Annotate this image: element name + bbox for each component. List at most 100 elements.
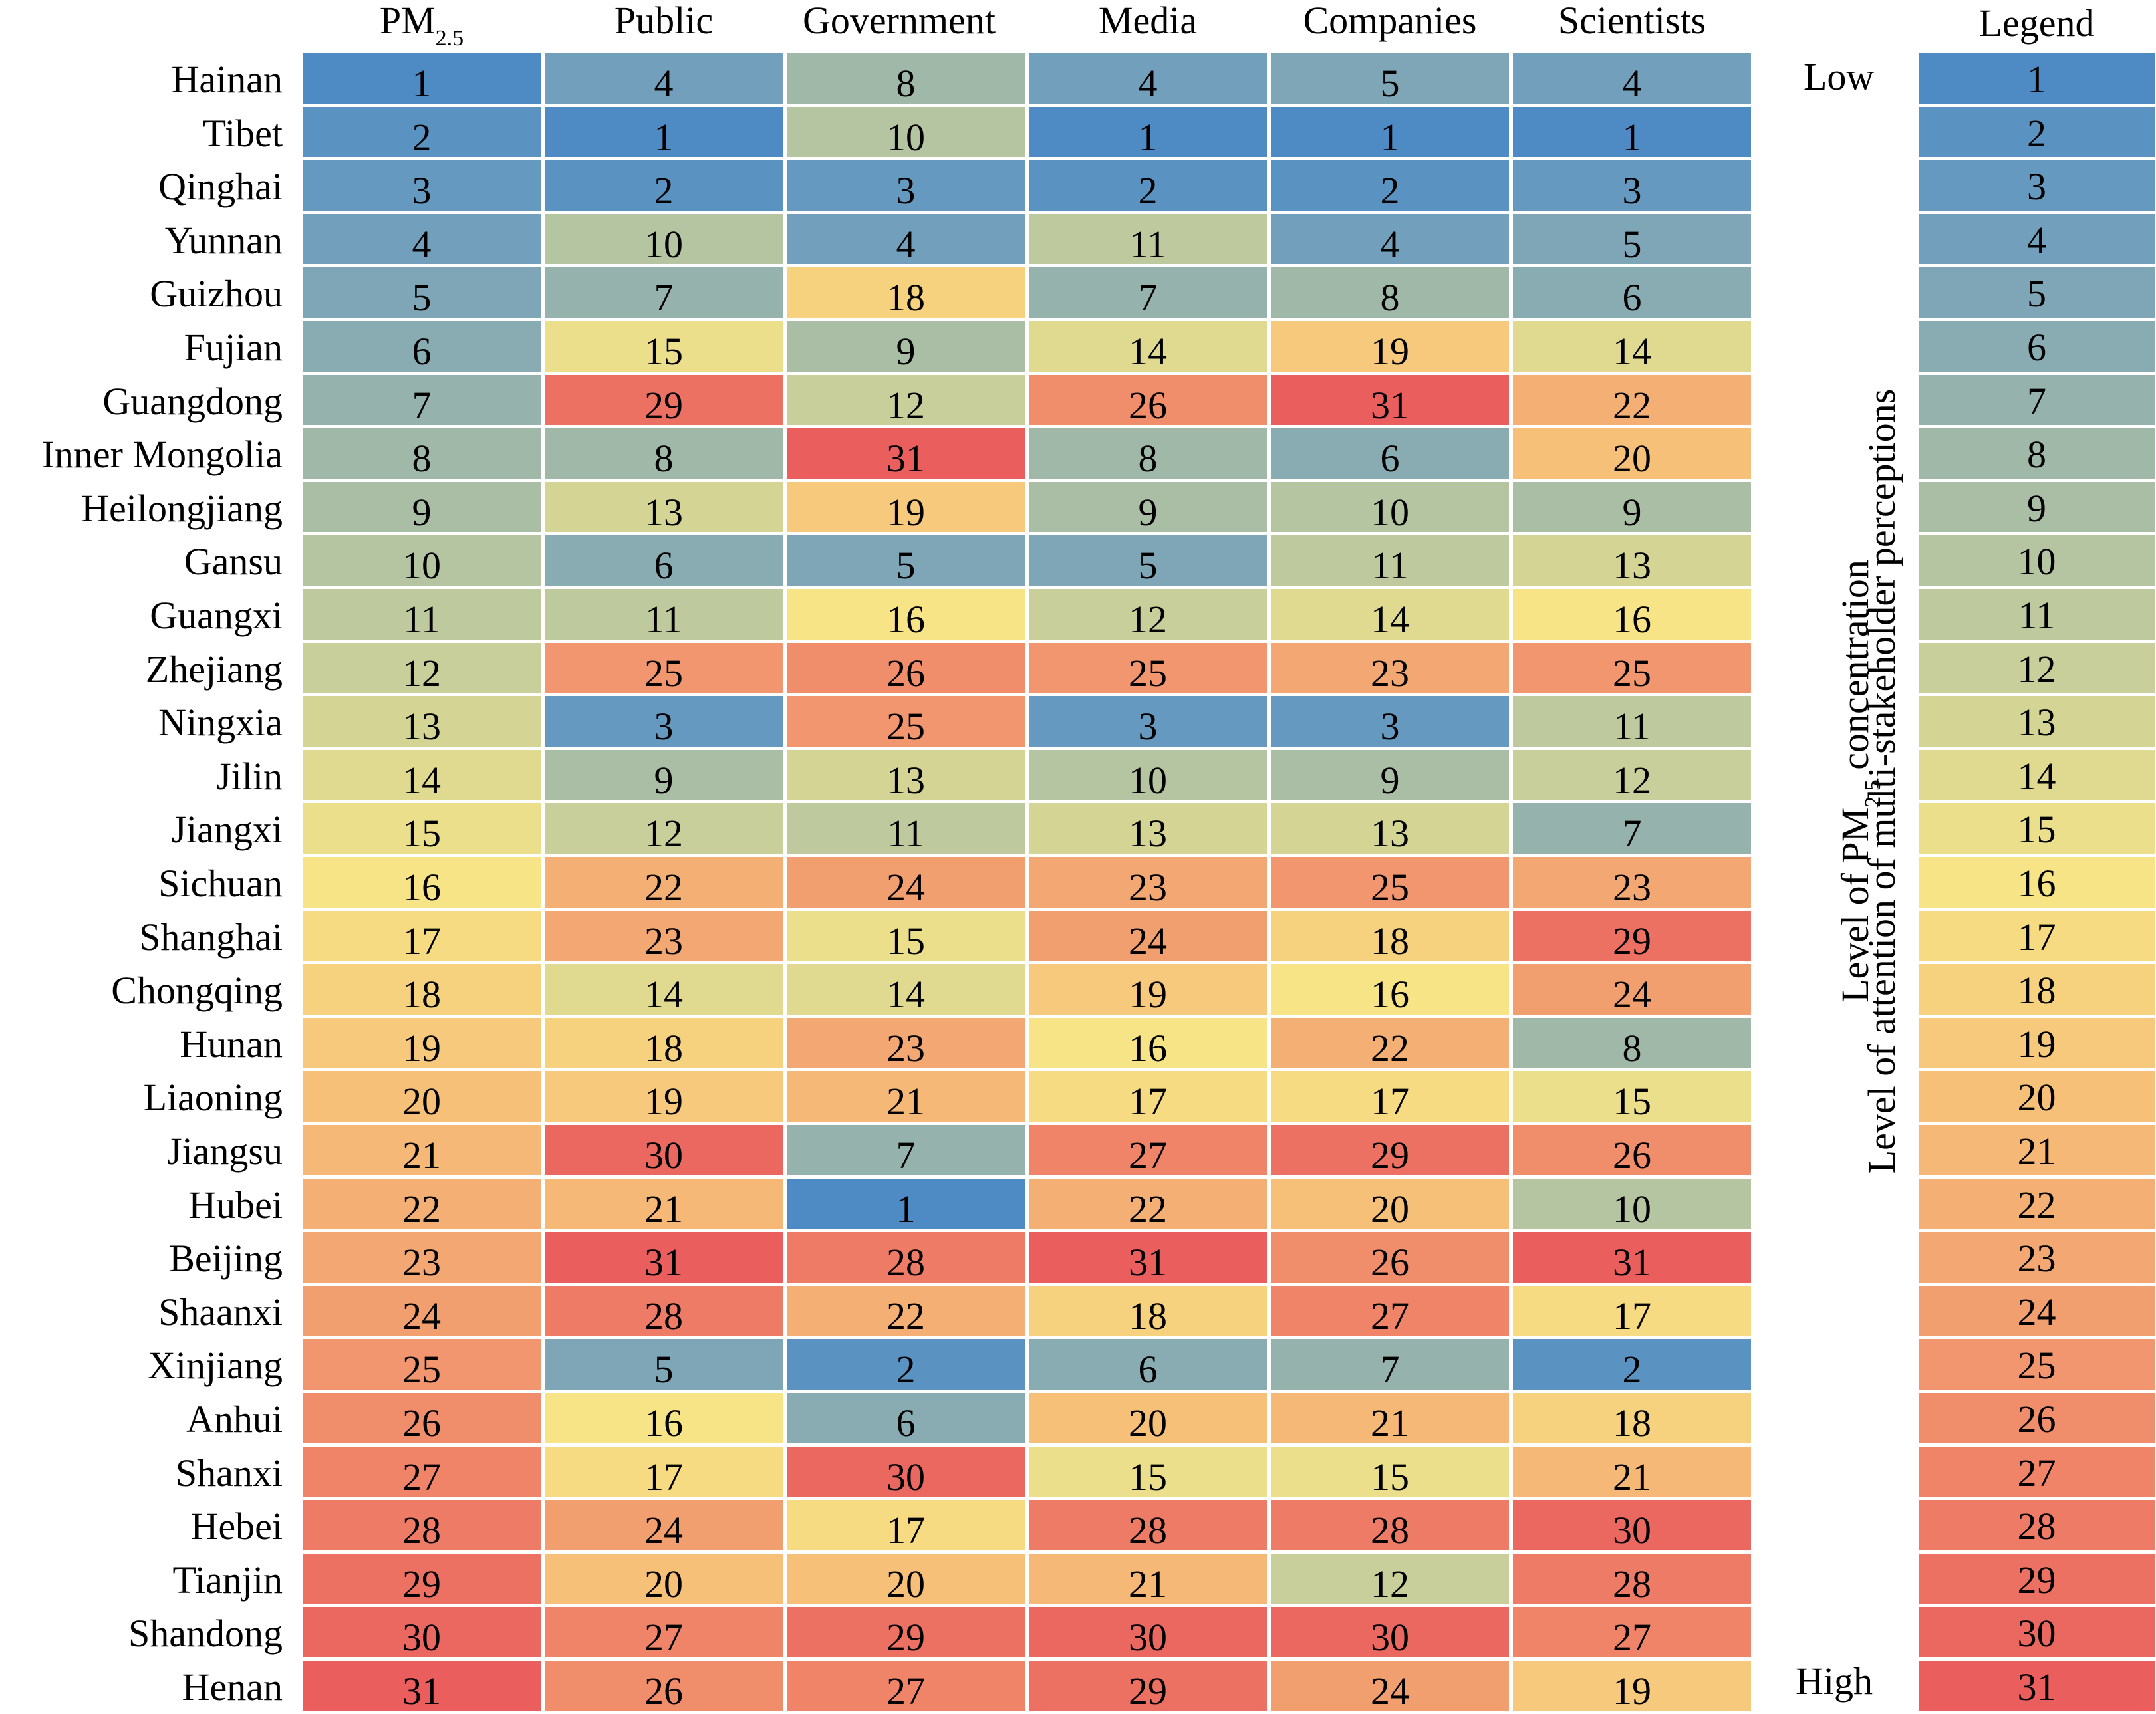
cell-value: 5 bbox=[896, 544, 916, 588]
heatmap-cell: 21 bbox=[1513, 1446, 1751, 1499]
heatmap-cell: 24 bbox=[1029, 910, 1267, 963]
cell-value: 5 bbox=[1138, 544, 1158, 588]
heatmap-cell: 8 bbox=[545, 428, 783, 480]
heatmap-cell: 31 bbox=[1271, 374, 1509, 427]
cell-value: 27 bbox=[1613, 1616, 1651, 1659]
cell-value: 27 bbox=[402, 1455, 441, 1499]
heatmap-cell: 29 bbox=[787, 1607, 1025, 1659]
cell-value: 24 bbox=[644, 1509, 683, 1552]
cell-value: 21 bbox=[644, 1187, 683, 1231]
heatmap-cell: 6 bbox=[545, 535, 783, 587]
cell-value: 3 bbox=[1622, 169, 1642, 213]
heatmap-cell: 29 bbox=[1271, 1125, 1509, 1177]
heatmap-cell: 11 bbox=[1271, 535, 1509, 587]
heatmap-cell: 17 bbox=[1271, 1071, 1509, 1123]
cell-value: 29 bbox=[402, 1562, 441, 1606]
heatmap-cell: 10 bbox=[1271, 481, 1509, 534]
column-header-text: Government bbox=[803, 0, 996, 42]
heatmap-cell: 17 bbox=[303, 910, 541, 963]
cell-value: 6 bbox=[412, 330, 432, 373]
heatmap-cell: 26 bbox=[1513, 1125, 1751, 1177]
heatmap-cell: 15 bbox=[303, 803, 541, 855]
heatmap-cell: 6 bbox=[1029, 1339, 1267, 1391]
row-label: Tianjin bbox=[172, 1558, 283, 1602]
legend-cell: 17 bbox=[1919, 910, 2155, 961]
heatmap-cell: 12 bbox=[545, 803, 783, 856]
cell-value: 3 bbox=[654, 705, 674, 749]
heatmap-cell: 30 bbox=[1271, 1607, 1509, 1659]
heatmap-cell: 14 bbox=[787, 964, 1025, 1017]
column-header-text: Public bbox=[614, 0, 714, 42]
cell-value: 22 bbox=[644, 866, 683, 909]
cell-value: 2 bbox=[412, 115, 432, 159]
heatmap-cell: 16 bbox=[787, 589, 1025, 641]
legend-cell: 16 bbox=[1919, 857, 2155, 908]
heatmap-cell: 31 bbox=[1513, 1232, 1751, 1284]
cell-value: 12 bbox=[402, 651, 441, 695]
heatmap-cell: 19 bbox=[1513, 1661, 1751, 1713]
cell-value: 10 bbox=[402, 544, 441, 588]
heatmap-cell: 18 bbox=[545, 1017, 783, 1070]
heatmap-cell: 16 bbox=[545, 1393, 783, 1445]
legend-cell-value: 28 bbox=[2017, 1505, 2056, 1548]
heatmap-cell: 7 bbox=[1029, 267, 1267, 319]
heatmap-cell: 4 bbox=[1029, 53, 1267, 105]
cell-value: 11 bbox=[403, 598, 440, 641]
cell-value: 18 bbox=[1371, 919, 1409, 963]
heatmap-cell: 25 bbox=[1029, 642, 1267, 695]
legend-cell-value: 21 bbox=[2017, 1130, 2056, 1173]
cell-value: 24 bbox=[1129, 919, 1167, 963]
row-label: Hainan bbox=[171, 58, 283, 101]
cell-value: 16 bbox=[886, 598, 925, 641]
legend-cell: 20 bbox=[1919, 1071, 2155, 1122]
heatmap-cell: 14 bbox=[545, 964, 783, 1016]
legend-cell-value: 19 bbox=[2017, 1022, 2056, 1066]
cell-value: 23 bbox=[1129, 866, 1167, 909]
row-label: Heilongjiang bbox=[81, 486, 283, 530]
cell-value: 1 bbox=[654, 115, 674, 159]
legend-cell: 5 bbox=[1919, 267, 2155, 318]
heatmap-cell: 6 bbox=[303, 321, 541, 373]
cell-value: 23 bbox=[644, 919, 683, 963]
cell-value: 19 bbox=[1613, 1669, 1651, 1713]
legend-cell-value: 24 bbox=[2017, 1290, 2056, 1334]
cell-value: 15 bbox=[644, 330, 683, 373]
heatmap-cell: 3 bbox=[787, 160, 1025, 213]
heatmap-cell: 25 bbox=[1513, 642, 1751, 695]
heatmap-cell: 1 bbox=[303, 53, 541, 105]
heatmap-cell: 25 bbox=[787, 696, 1025, 748]
cell-value: 4 bbox=[896, 222, 916, 266]
cell-value: 23 bbox=[1371, 651, 1409, 695]
legend-cell: 24 bbox=[1919, 1285, 2155, 1336]
heatmap-cell: 12 bbox=[1271, 1553, 1509, 1606]
heatmap-cell: 29 bbox=[545, 374, 783, 427]
heatmap-cell: 4 bbox=[787, 213, 1025, 266]
heatmap-cell: 13 bbox=[1271, 803, 1509, 855]
heatmap-cell: 11 bbox=[1513, 696, 1751, 748]
cell-value: 17 bbox=[886, 1509, 925, 1552]
cell-value: 19 bbox=[644, 1080, 683, 1124]
heatmap-cell: 9 bbox=[1271, 749, 1509, 802]
heatmap-cell: 13 bbox=[1513, 535, 1751, 587]
cell-value: 17 bbox=[644, 1455, 683, 1499]
cell-value: 3 bbox=[896, 169, 916, 213]
cell-value: 18 bbox=[886, 276, 925, 320]
legend-cell-value: 29 bbox=[2017, 1558, 2056, 1602]
cell-value: 18 bbox=[1613, 1402, 1651, 1445]
cell-value: 23 bbox=[1613, 866, 1651, 909]
legend-cell-value: 12 bbox=[2017, 647, 2056, 691]
legend-cell: 4 bbox=[1919, 213, 2155, 265]
cell-value: 12 bbox=[644, 812, 683, 856]
heatmap-cell: 11 bbox=[787, 803, 1025, 855]
cell-value: 8 bbox=[896, 62, 916, 105]
heatmap-cell: 23 bbox=[545, 910, 783, 963]
cell-value: 4 bbox=[654, 62, 674, 105]
cell-value: 20 bbox=[1613, 437, 1651, 481]
heatmap-cell: 3 bbox=[1271, 696, 1509, 748]
heatmap-cell: 12 bbox=[1029, 589, 1267, 641]
heatmap-cell: 4 bbox=[1271, 213, 1509, 266]
cell-value: 12 bbox=[886, 383, 925, 427]
cell-value: 31 bbox=[644, 1241, 683, 1285]
cell-value: 25 bbox=[1129, 651, 1167, 695]
cell-value: 14 bbox=[886, 973, 925, 1017]
